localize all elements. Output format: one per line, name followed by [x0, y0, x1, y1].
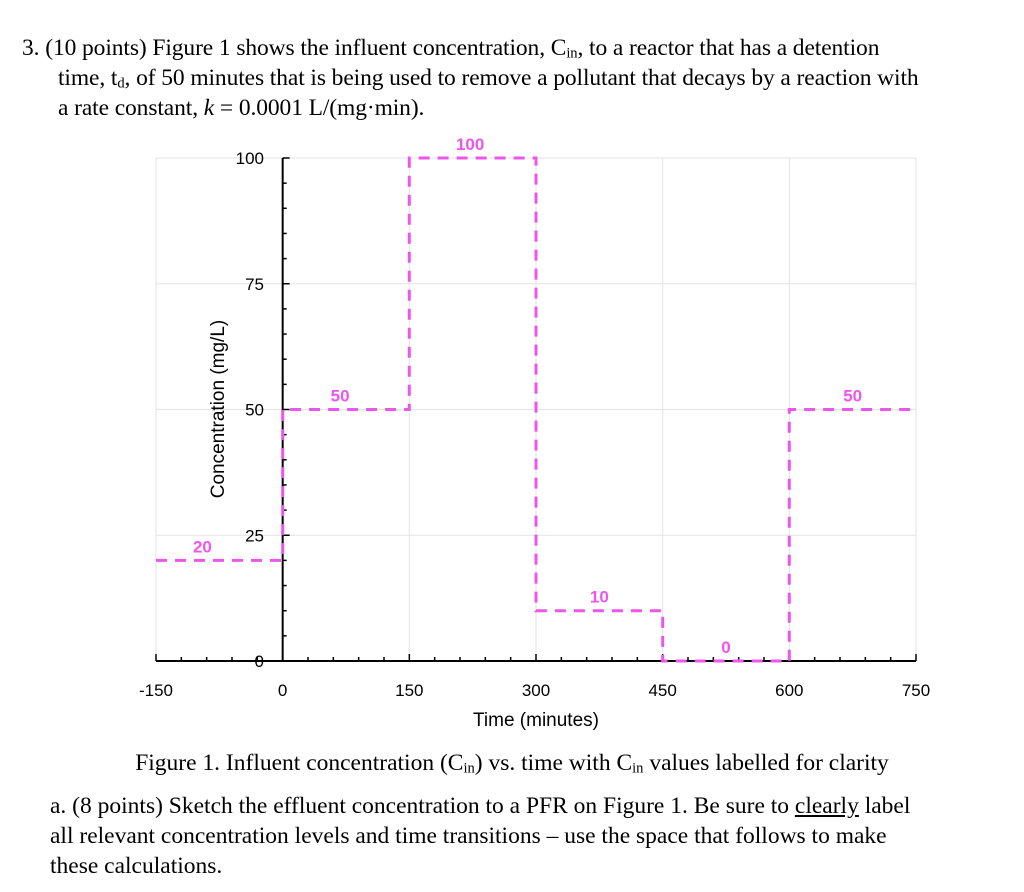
value-annotation: 20: [193, 537, 212, 556]
part-a-line-3: these calculations.: [50, 853, 223, 879]
value-annotation: 50: [331, 387, 350, 406]
x-tick-label: 600: [775, 681, 803, 700]
figure-caption: Figure 1. Influent concentration (Cin) v…: [135, 750, 889, 777]
y-tick-label: 75: [245, 275, 264, 294]
part-a-line-2: all relevant concentration levels and ti…: [50, 823, 887, 849]
value-annotation: 0: [721, 638, 730, 657]
x-tick-label: 450: [648, 681, 676, 700]
x-axis-title: Time (minutes): [473, 710, 599, 731]
question-text: 3. (10 points) Figure 1 shows the influe…: [22, 33, 1022, 123]
figure-1-chart: -150 0 150 300 450 600 75002550751002050100100…: [139, 135, 930, 731]
x-tick-label: 300: [522, 681, 550, 700]
question-line-3: a rate constant, k = 0.0001 L/(mg·min).: [58, 95, 425, 121]
x-tick-label: 0: [278, 681, 287, 700]
value-annotation: 50: [843, 387, 862, 406]
y-tick-label: 50: [245, 401, 264, 420]
value-annotation: 10: [590, 588, 609, 607]
y-tick-label: 25: [245, 526, 264, 545]
question-line-1: 3. (10 points) Figure 1 shows the influe…: [22, 35, 880, 62]
part-a-line-1: a. (8 points) Sketch the effluent concen…: [50, 793, 911, 819]
x-tick-label: 750: [902, 681, 930, 700]
question-number: 3.: [22, 35, 40, 61]
y-axis-title: Concentration (mg/L): [208, 320, 229, 498]
y-tick-label: 100: [236, 149, 264, 168]
value-annotation: 100: [456, 135, 484, 154]
influent-concentration-line: [156, 156, 916, 663]
chart-labels: -150 0 150 300 450 600 75002550751002050100100…: [139, 135, 930, 700]
question-line-2: time, td, of 50 minutes that is being us…: [58, 65, 919, 92]
part-a-text: a. (8 points) Sketch the effluent concen…: [50, 791, 1020, 881]
x-tick-label: -150: [139, 681, 173, 700]
y-tick-label: 0: [255, 652, 264, 671]
x-tick-label: 150: [395, 681, 423, 700]
chart-series: [156, 156, 916, 663]
